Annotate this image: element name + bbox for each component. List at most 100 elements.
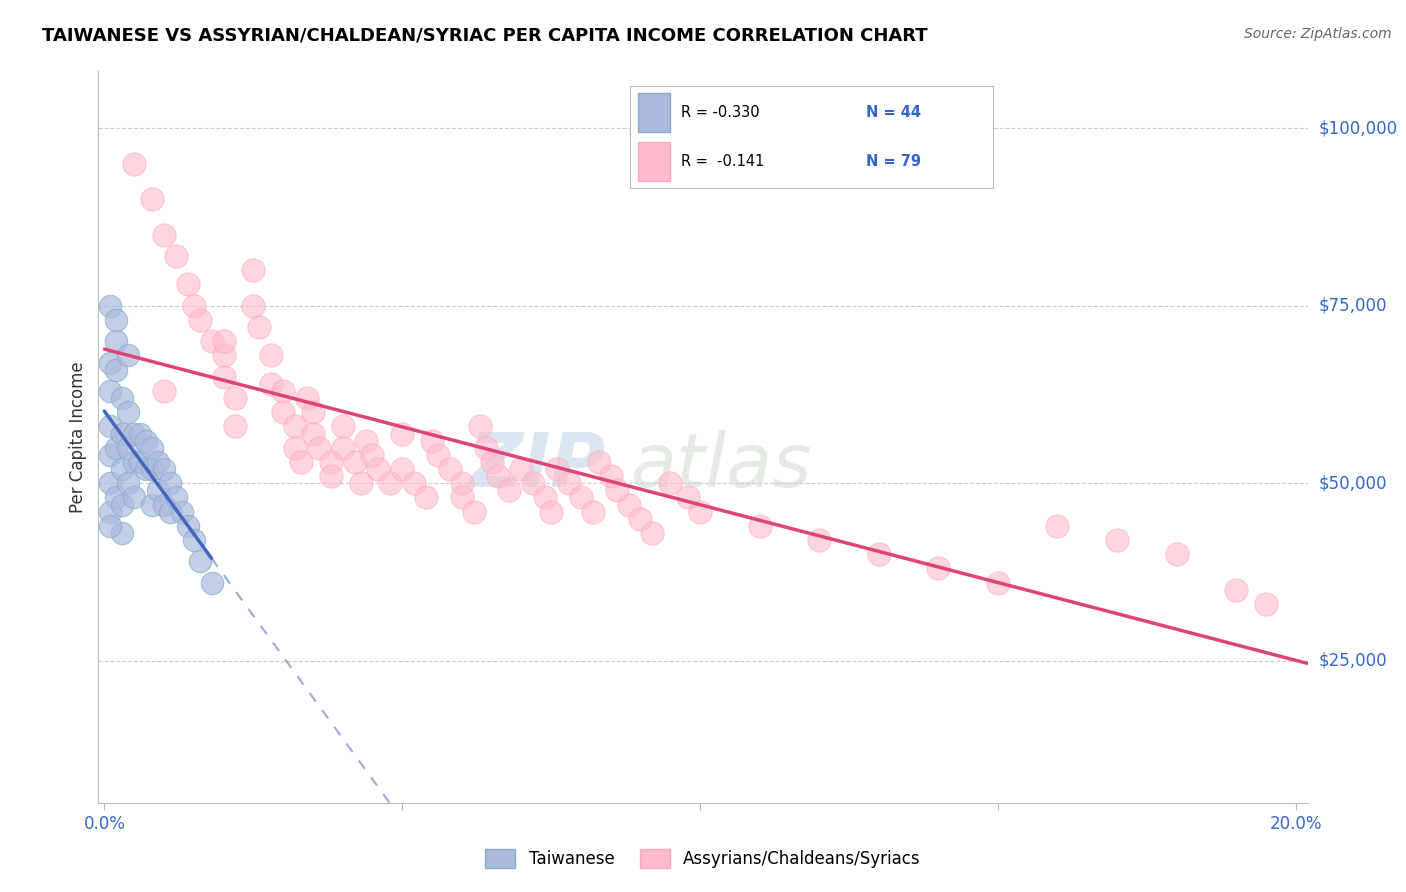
Point bbox=[391, 462, 413, 476]
Point bbox=[332, 419, 354, 434]
Point bbox=[361, 448, 384, 462]
Point bbox=[247, 320, 270, 334]
Text: $50,000: $50,000 bbox=[1319, 475, 1388, 492]
Point bbox=[105, 491, 128, 505]
Point bbox=[302, 426, 325, 441]
Point bbox=[153, 462, 176, 476]
Point bbox=[153, 498, 176, 512]
Point bbox=[111, 426, 134, 441]
Point bbox=[129, 455, 152, 469]
Point bbox=[588, 455, 610, 469]
Point bbox=[212, 369, 235, 384]
Point bbox=[271, 384, 294, 398]
Point bbox=[356, 434, 378, 448]
Point bbox=[319, 455, 342, 469]
Point bbox=[111, 391, 134, 405]
Point bbox=[146, 455, 169, 469]
Point bbox=[98, 519, 121, 533]
Point bbox=[177, 519, 200, 533]
Point bbox=[426, 448, 449, 462]
Point bbox=[349, 476, 371, 491]
Point bbox=[111, 462, 134, 476]
Point bbox=[569, 491, 592, 505]
Text: $100,000: $100,000 bbox=[1319, 120, 1398, 137]
Point bbox=[510, 462, 533, 476]
Point bbox=[260, 348, 283, 362]
Point bbox=[98, 299, 121, 313]
Point bbox=[141, 192, 163, 206]
Point bbox=[177, 277, 200, 292]
Point bbox=[463, 505, 485, 519]
Point bbox=[159, 476, 181, 491]
Point bbox=[117, 405, 139, 419]
Point bbox=[105, 313, 128, 327]
Point bbox=[98, 505, 121, 519]
Point bbox=[450, 491, 472, 505]
Point bbox=[498, 483, 520, 498]
Point bbox=[486, 469, 509, 483]
Point bbox=[404, 476, 426, 491]
Point bbox=[271, 405, 294, 419]
Point bbox=[141, 441, 163, 455]
Point bbox=[606, 483, 628, 498]
Point bbox=[1254, 597, 1277, 611]
Point bbox=[748, 519, 770, 533]
Point bbox=[98, 476, 121, 491]
Point bbox=[111, 426, 134, 441]
Point bbox=[439, 462, 461, 476]
Point bbox=[450, 476, 472, 491]
Point bbox=[141, 462, 163, 476]
Text: TAIWANESE VS ASSYRIAN/CHALDEAN/SYRIAC PER CAPITA INCOME CORRELATION CHART: TAIWANESE VS ASSYRIAN/CHALDEAN/SYRIAC PE… bbox=[42, 27, 928, 45]
Point bbox=[540, 505, 562, 519]
Point bbox=[117, 348, 139, 362]
Point bbox=[987, 575, 1010, 590]
Point bbox=[415, 491, 437, 505]
Point bbox=[212, 348, 235, 362]
Text: ZIP: ZIP bbox=[470, 430, 606, 503]
Point bbox=[183, 533, 205, 547]
Point bbox=[105, 334, 128, 349]
Point bbox=[188, 313, 211, 327]
Point bbox=[111, 525, 134, 540]
Point bbox=[1166, 547, 1188, 561]
Point bbox=[468, 419, 491, 434]
Point bbox=[224, 419, 246, 434]
Point bbox=[582, 505, 605, 519]
Point bbox=[242, 299, 264, 313]
Point bbox=[200, 334, 222, 349]
Point bbox=[546, 462, 568, 476]
Point bbox=[111, 498, 134, 512]
Point bbox=[188, 554, 211, 568]
Point bbox=[98, 448, 121, 462]
Point bbox=[105, 441, 128, 455]
Text: atlas: atlas bbox=[630, 430, 811, 502]
Point bbox=[1225, 582, 1247, 597]
Point bbox=[868, 547, 890, 561]
Point bbox=[676, 491, 699, 505]
Point bbox=[630, 512, 652, 526]
Point bbox=[808, 533, 831, 547]
Point bbox=[122, 491, 145, 505]
Point bbox=[927, 561, 949, 575]
Point bbox=[522, 476, 544, 491]
Point bbox=[689, 505, 711, 519]
Point bbox=[129, 426, 152, 441]
Text: $25,000: $25,000 bbox=[1319, 652, 1388, 670]
Point bbox=[122, 426, 145, 441]
Point bbox=[308, 441, 330, 455]
Point bbox=[98, 419, 121, 434]
Point bbox=[260, 376, 283, 391]
Point bbox=[212, 334, 235, 349]
Point bbox=[122, 156, 145, 170]
Point bbox=[617, 498, 640, 512]
Point bbox=[122, 455, 145, 469]
Point bbox=[242, 263, 264, 277]
Point bbox=[302, 405, 325, 419]
Point bbox=[380, 476, 402, 491]
Y-axis label: Per Capita Income: Per Capita Income bbox=[69, 361, 87, 513]
Point bbox=[153, 384, 176, 398]
Point bbox=[599, 469, 621, 483]
Point bbox=[98, 384, 121, 398]
Point bbox=[165, 491, 187, 505]
Point bbox=[224, 391, 246, 405]
